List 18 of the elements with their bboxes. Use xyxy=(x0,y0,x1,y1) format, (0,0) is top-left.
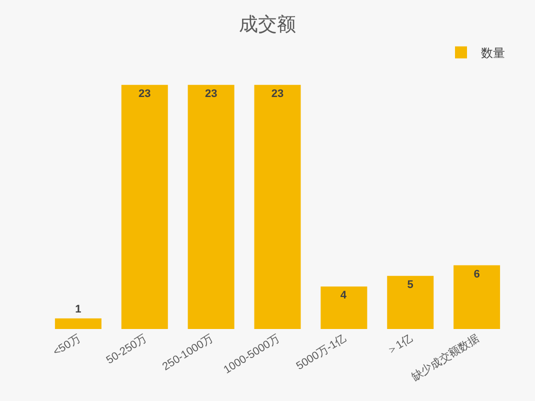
data-label: 23 xyxy=(271,88,284,100)
x-tick-label: <50万 xyxy=(51,332,83,358)
chart-title: 成交额 xyxy=(239,14,296,36)
bar xyxy=(454,265,500,329)
data-label: 1 xyxy=(75,303,82,316)
data-label: 4 xyxy=(340,290,348,302)
data-label: 23 xyxy=(204,88,218,100)
x-tick-label: ＞1亿 xyxy=(384,332,415,358)
legend-label: 数量 xyxy=(481,46,505,60)
bar xyxy=(188,84,234,329)
data-label: 23 xyxy=(138,88,151,100)
bar xyxy=(320,286,368,329)
bar xyxy=(254,84,301,329)
bar xyxy=(54,318,102,329)
bar xyxy=(387,276,434,329)
bar xyxy=(121,84,168,329)
data-label: 5 xyxy=(407,278,414,291)
data-label: 6 xyxy=(474,268,480,280)
